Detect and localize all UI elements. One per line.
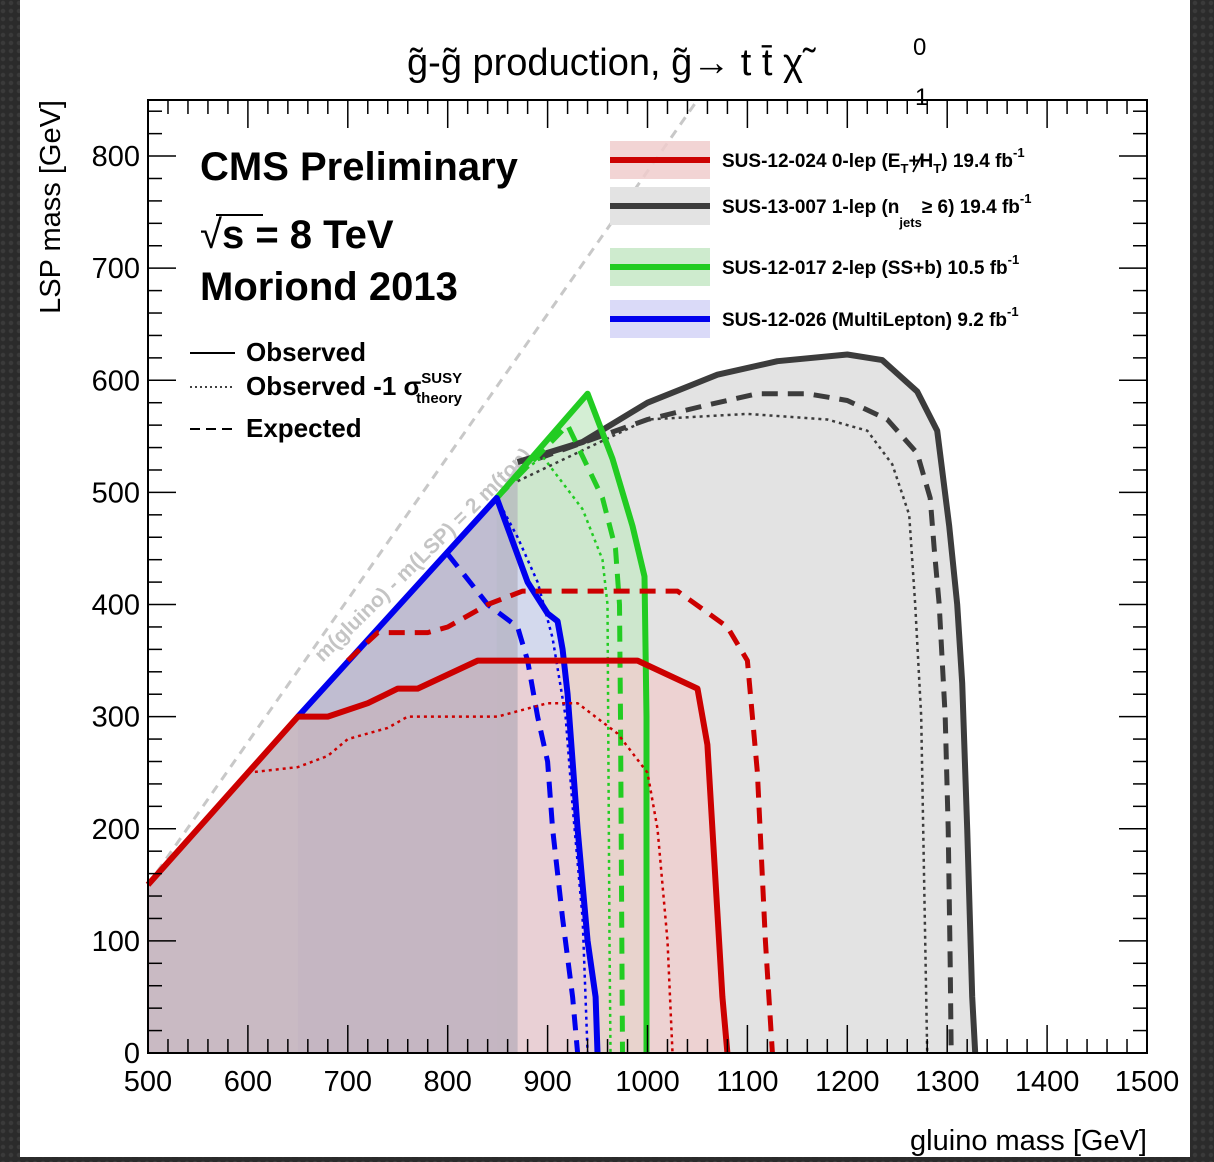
- x-axis-title: gluino mass [GeV]: [910, 1125, 1147, 1157]
- x-tick-label: 700: [324, 1066, 372, 1098]
- series-1-minus1sigma-line: [495, 455, 612, 1054]
- y-tick-label: 600: [92, 365, 140, 397]
- legend-label-0: SUS-13-007 1-lep (njets≥ 6) 19.4 fb-1: [722, 191, 1031, 230]
- x-tick-label: 1400: [1015, 1066, 1080, 1098]
- series-0-minus1sigma-line: [517, 412, 929, 1054]
- exclusion-plot: m(gluino) - m(LSP) = 2 m(top) 500 600 700 8…: [35, 34, 1180, 1157]
- x-tick-label: 1000: [615, 1066, 680, 1098]
- line-style-label-solid: Observed: [246, 337, 366, 367]
- x-tick-label: 1100: [716, 1066, 778, 1098]
- title-chi-sub: 1: [915, 84, 928, 111]
- series-1-observed-line: [494, 390, 650, 1053]
- series-2-expected-line: [445, 552, 581, 1054]
- x-tick-label: 500: [124, 1066, 172, 1098]
- experiment-label: CMS Preliminary: [200, 145, 519, 189]
- y-tick-label: 100: [92, 926, 140, 958]
- y-tick-label: 800: [92, 141, 140, 173]
- legend-label-1: SUS-12-017 2-lep (SS+b) 10.5 fb-1: [722, 252, 1019, 279]
- x-tick-label: 800: [424, 1066, 472, 1098]
- met-slash: [912, 154, 923, 173]
- conference-label: Moriond 2013: [200, 265, 458, 309]
- x-tick-label: 1200: [815, 1066, 880, 1098]
- y-tick-label: 300: [92, 702, 140, 734]
- chart-title: g̃-g̃ production, g̃→ t t̄ χ̃: [407, 42, 816, 84]
- chart-canvas: m(gluino) - m(LSP) = 2 m(top) 500 600 700 8…: [20, 0, 1190, 1157]
- title-chi-sup: 0: [913, 34, 926, 61]
- y-tick-label: 200: [92, 814, 140, 846]
- y-tick-label: 500: [92, 477, 140, 509]
- x-tick-label: 900: [523, 1066, 571, 1098]
- y-tick-label: 0: [124, 1038, 140, 1070]
- series-0-expected-line: [536, 391, 954, 1054]
- y-tick-label: 400: [92, 590, 140, 622]
- energy-label: √s = 8 TeV: [200, 213, 394, 257]
- legend-label-2: SUS-12-026 (MultiLepton) 9.2 fb-1: [722, 304, 1019, 331]
- series-3-observed-line: [145, 657, 731, 1054]
- x-tick-label: 600: [224, 1066, 272, 1098]
- series-2-minus1sigma-line: [495, 497, 589, 1054]
- series-3-expected-line: [346, 588, 775, 1054]
- series-1-expected-line: [494, 422, 625, 1054]
- overlap-fill: [148, 462, 518, 1054]
- legend-label-3: SUS-12-024 0-lep (ET+HT) 19.4 fb-1: [722, 145, 1025, 176]
- series-3-minus1sigma-line: [247, 701, 674, 1054]
- series-0-observed-line: [516, 351, 979, 1054]
- x-tick-label: 1500: [1115, 1066, 1180, 1098]
- line-style-label-dotted: Observed -1 σSUSY theory: [246, 370, 463, 407]
- series-2-observed-line: [295, 495, 601, 1054]
- line-style-label-dashed: Expected: [246, 413, 362, 443]
- x-tick-label: 1300: [915, 1066, 980, 1098]
- y-tick-label: 700: [92, 253, 140, 285]
- y-axis-title: LSP mass [GeV]: [35, 100, 67, 314]
